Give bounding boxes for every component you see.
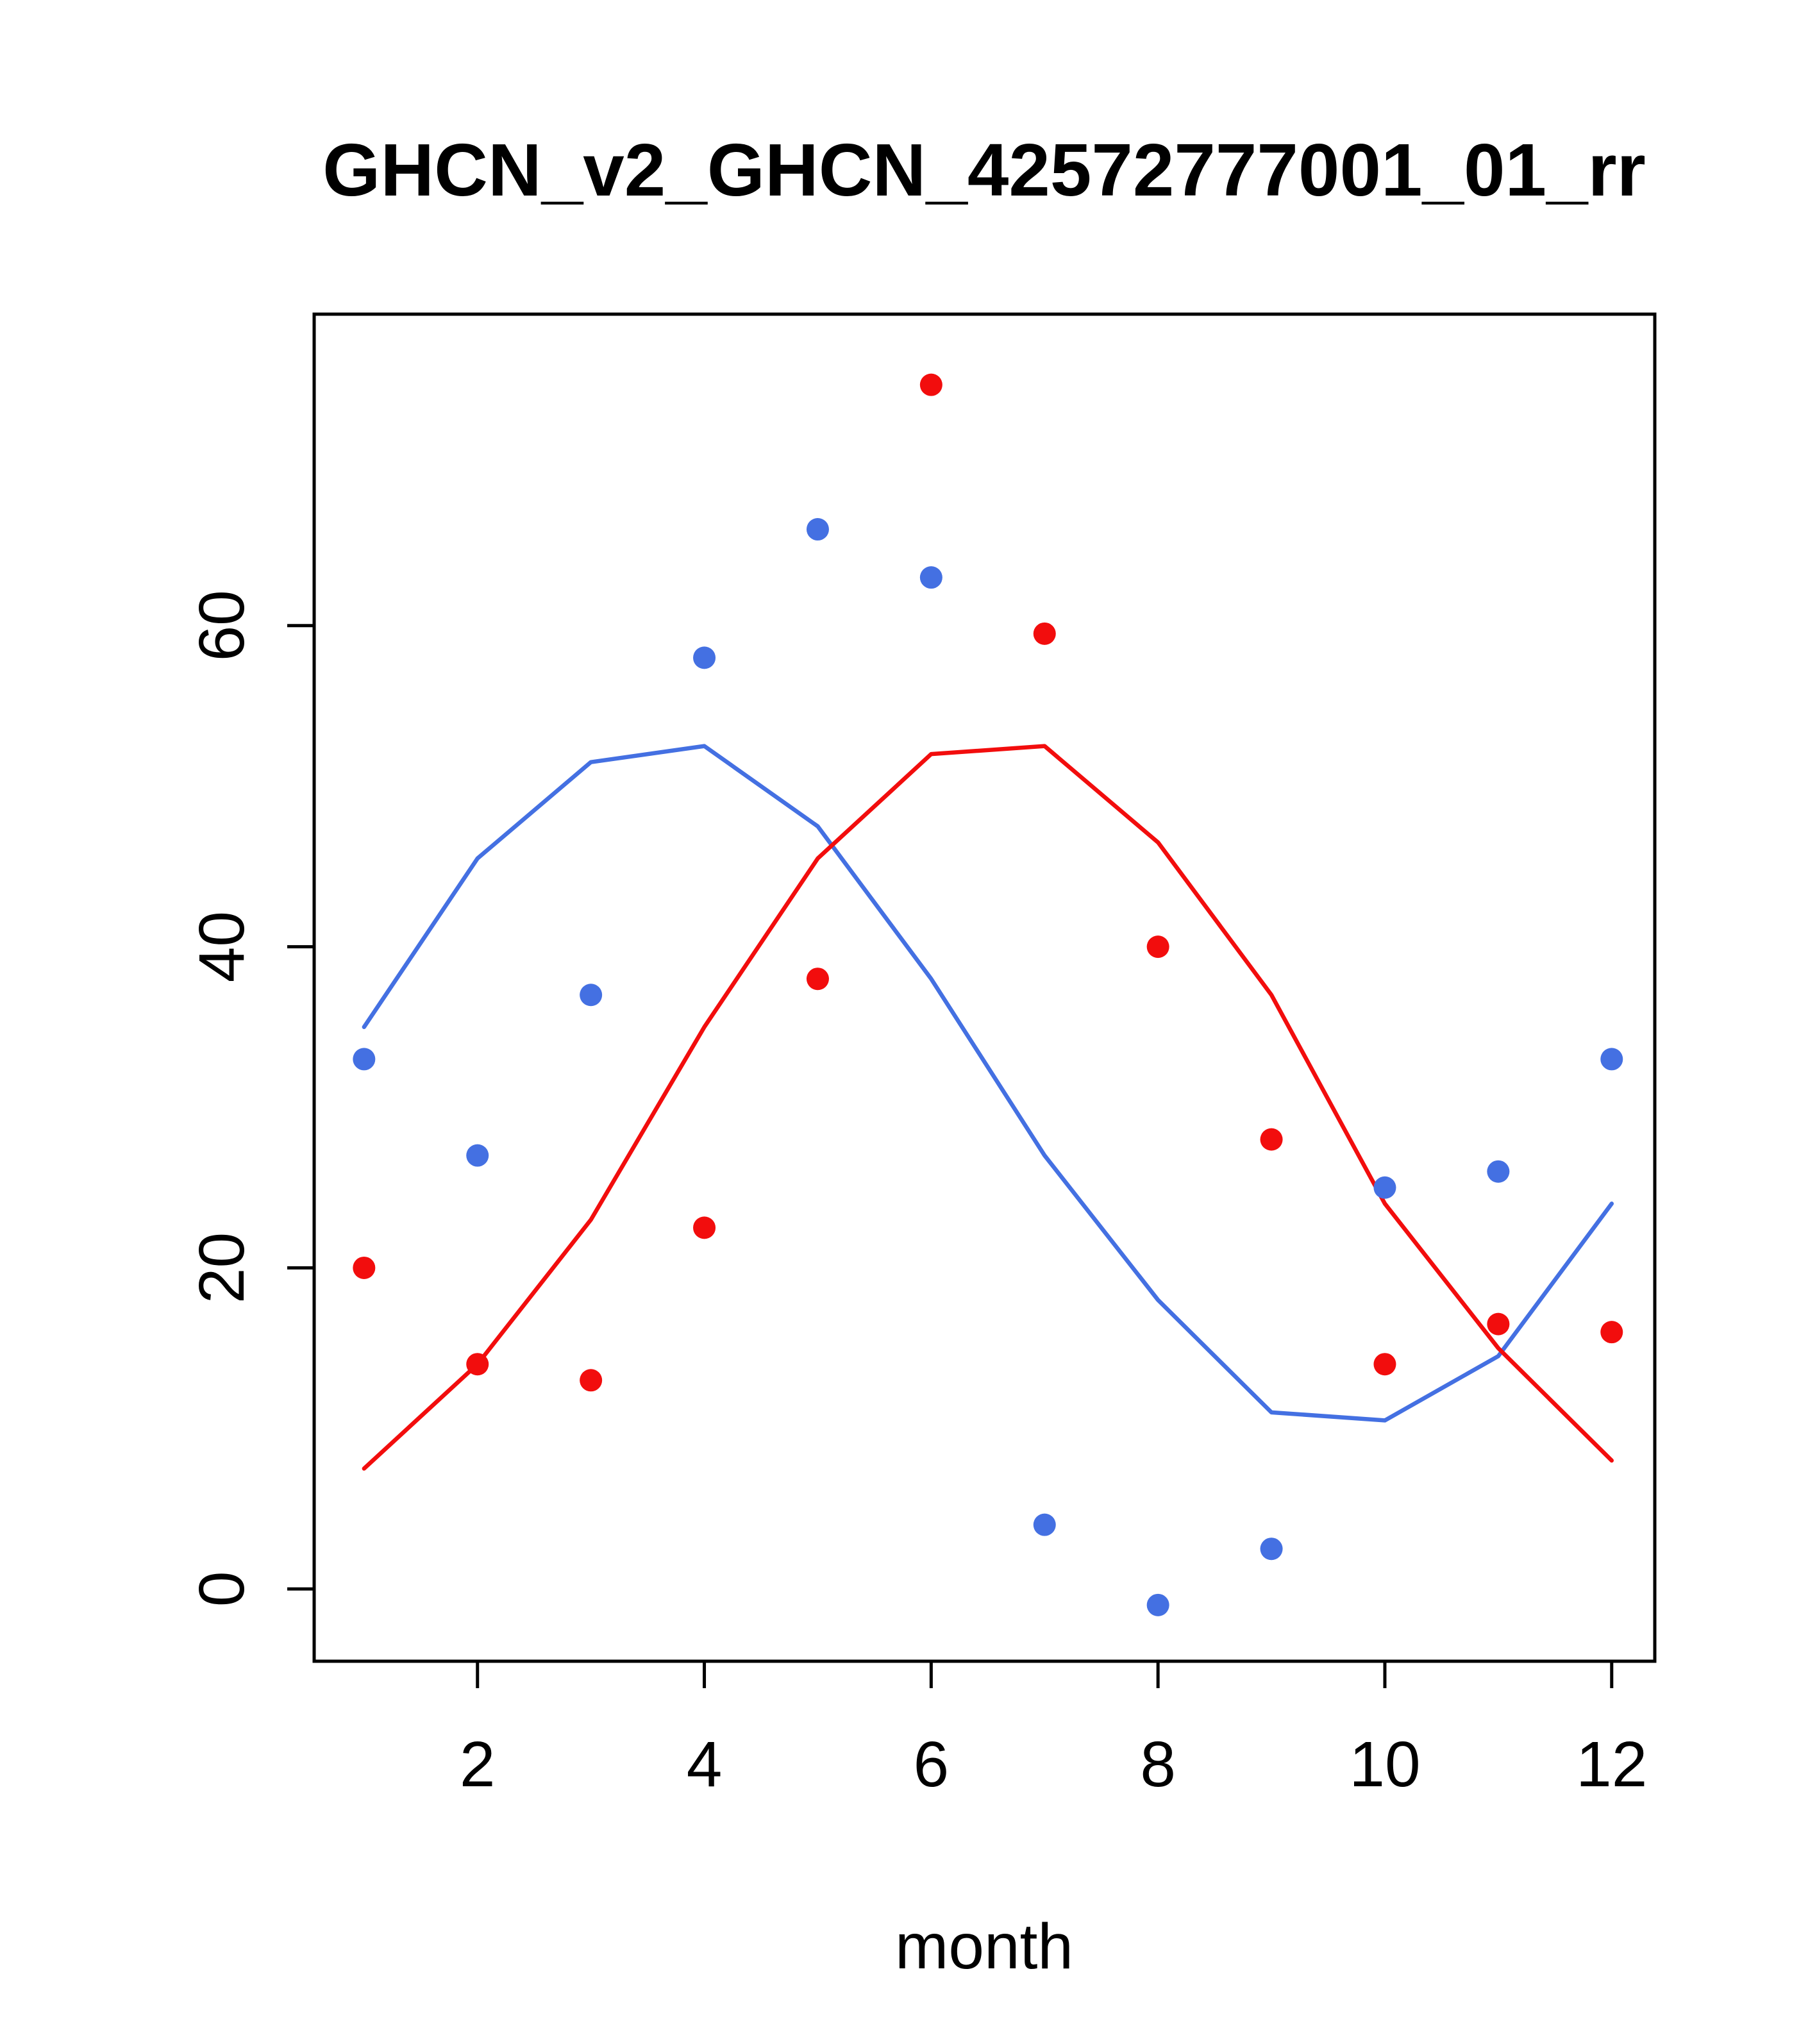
blue-point bbox=[919, 566, 942, 589]
y-axis: 0 20 40 60 bbox=[186, 590, 314, 1607]
red-point bbox=[1487, 1312, 1510, 1336]
y-tick-label: 20 bbox=[186, 1232, 258, 1303]
blue-point bbox=[1373, 1176, 1396, 1199]
chart-title: GHCN_v2_GHCN_42572777001_01_rr bbox=[322, 128, 1646, 212]
blue-point bbox=[1600, 1048, 1623, 1071]
x-axis: 2 4 6 8 10 12 bbox=[460, 1661, 1647, 1800]
red-point bbox=[806, 968, 829, 991]
blue-point bbox=[580, 984, 603, 1007]
red-point bbox=[353, 1256, 376, 1279]
x-tick-label: 2 bbox=[460, 1729, 496, 1800]
y-tick-label: 40 bbox=[186, 911, 258, 982]
y-tick-label: 60 bbox=[186, 590, 258, 661]
blue-point bbox=[353, 1048, 376, 1071]
blue-point bbox=[1146, 1593, 1169, 1616]
plot-area: 2 4 6 8 10 12 0 20 40 60 bbox=[186, 312, 1657, 1800]
x-tick-label: 10 bbox=[1349, 1729, 1420, 1800]
blue-point bbox=[693, 646, 716, 669]
blue-point bbox=[1487, 1160, 1510, 1183]
red-point bbox=[919, 373, 942, 396]
red-point bbox=[1033, 622, 1056, 645]
red-point bbox=[466, 1353, 489, 1376]
red-point bbox=[580, 1369, 603, 1392]
x-axis-title: month bbox=[895, 1911, 1073, 1982]
x-tick-label: 6 bbox=[914, 1729, 950, 1800]
x-tick-label: 8 bbox=[1140, 1729, 1176, 1800]
plot-box bbox=[312, 312, 1657, 1663]
blue-point bbox=[466, 1144, 489, 1167]
points-layer bbox=[353, 373, 1623, 1616]
lines-layer bbox=[362, 744, 1614, 1471]
blue-point bbox=[806, 518, 829, 541]
red-point bbox=[1600, 1321, 1623, 1344]
red-point bbox=[1146, 935, 1169, 959]
x-tick-label: 12 bbox=[1576, 1729, 1647, 1800]
x-tick-label: 4 bbox=[687, 1729, 723, 1800]
blue-point bbox=[1033, 1513, 1056, 1536]
red-point bbox=[1260, 1128, 1283, 1151]
blue-line bbox=[362, 744, 1614, 1423]
red-line bbox=[362, 744, 1614, 1471]
y-tick-label: 0 bbox=[186, 1571, 258, 1607]
blue-point bbox=[1260, 1537, 1283, 1561]
red-point bbox=[1373, 1353, 1396, 1376]
red-point bbox=[693, 1216, 716, 1239]
